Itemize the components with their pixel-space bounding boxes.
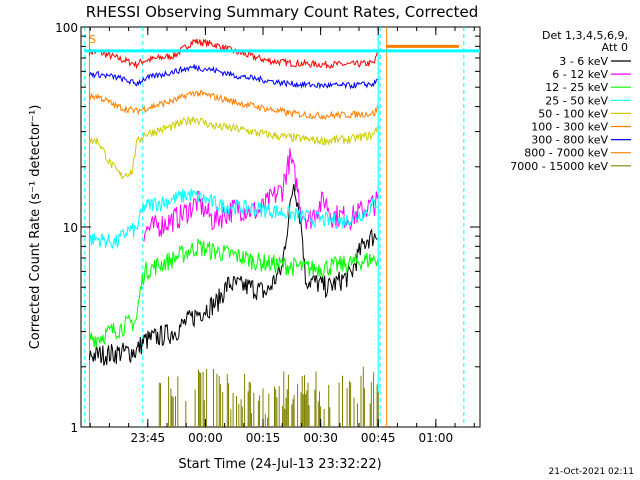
x-tick-label: 00:30 [303,431,338,445]
series-50-100-kev [88,116,378,180]
y-tick-label: 1 [70,421,78,435]
series-300-800-kev [88,63,378,90]
x-tick-label: 00:00 [188,431,223,445]
series-25-50-kev [88,188,378,250]
y-tick-label: 10 [63,221,78,235]
legend-label: 25 - 50 keV [545,94,608,107]
legend-header-2: Att 0 [602,41,628,54]
timestamp: 21-Oct-2021 02:11 [549,467,634,477]
legend-label: 100 - 300 keV [531,121,608,134]
flag-label: S [89,33,96,46]
x-tick-label: 01:00 [419,431,454,445]
legend-label: 3 - 6 keV [559,55,608,68]
legend-label: 7000 - 15000 keV [510,160,608,173]
series-layer [84,38,480,427]
legend-label: 6 - 12 keV [552,68,608,81]
legend-header-1: Det 1,3,4,5,6,9, [542,29,628,42]
y-tick-label: 100 [55,21,78,35]
legend-label: 300 - 800 keV [531,134,608,147]
chart-title: RHESSI Observing Summary Count Rates, Co… [86,3,479,21]
series-100-300-kev [88,89,378,121]
y-axis: 1 10 100 [55,21,480,435]
x-tick-label: 00:15 [246,431,281,445]
legend-label: 12 - 25 keV [545,81,608,94]
x-tick-label: 00:45 [361,431,396,445]
series-3-6-kev [88,183,378,366]
series-7000-15000-kev [158,366,379,427]
time-markers [84,27,465,427]
series-12-25-kev [88,238,378,348]
x-axis-label: Start Time (24-Jul-13 23:32:22) [178,457,381,472]
series-red-trace [88,38,378,70]
plot-frame [80,26,481,428]
legend-label: 50 - 100 keV [538,107,608,120]
x-axis: 23:45 00:00 00:15 00:30 00:45 01:00 [89,27,475,445]
legend-label: 800 - 7000 keV [524,147,608,160]
x-tick-label: 23:45 [131,431,166,445]
y-axis-label: Corrected Count Rate (s⁻¹ detector⁻¹) [28,105,43,350]
